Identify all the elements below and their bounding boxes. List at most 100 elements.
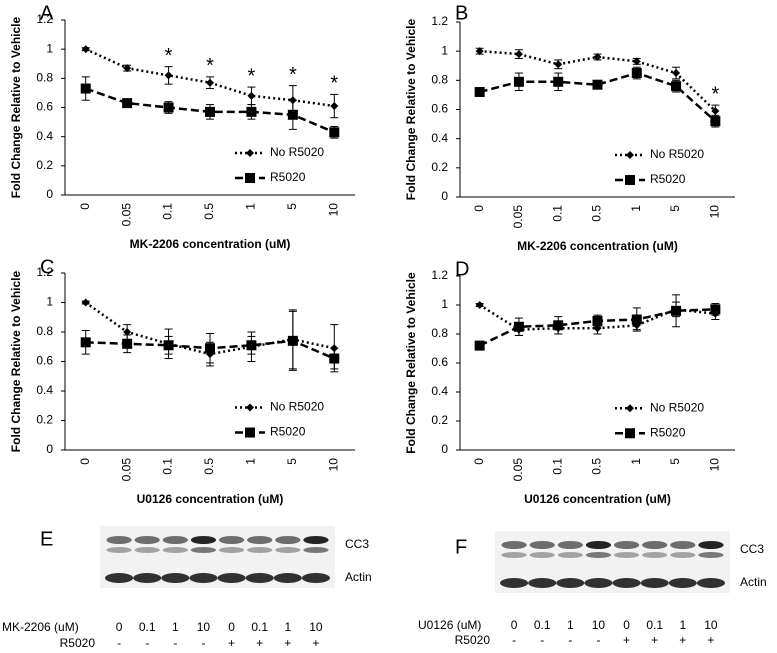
point bbox=[710, 304, 721, 315]
treatment-label: U0126 (uM) bbox=[418, 618, 481, 632]
actin-band bbox=[696, 578, 725, 588]
dose-label: 0 bbox=[116, 620, 123, 634]
band-label: CC3 bbox=[345, 537, 369, 551]
y-tick-label: 0.8 bbox=[36, 71, 53, 85]
actin-band bbox=[301, 573, 330, 583]
dose-label: 10 bbox=[197, 620, 211, 634]
y-tick-label: 1.2 bbox=[431, 14, 448, 28]
point bbox=[81, 45, 90, 54]
point bbox=[514, 50, 523, 59]
x-tick-label: 0.05 bbox=[119, 458, 133, 482]
point bbox=[475, 47, 484, 56]
cc3-band bbox=[501, 541, 527, 549]
point bbox=[631, 68, 642, 79]
point bbox=[246, 106, 257, 117]
x-tick-label: 0.05 bbox=[119, 203, 133, 227]
cc3-band bbox=[501, 552, 527, 558]
treatment-label: MK-2206 (uM) bbox=[2, 620, 79, 634]
actin-band bbox=[133, 573, 162, 583]
point bbox=[671, 81, 682, 92]
x-axis-label: MK-2206 concentration (uM) bbox=[517, 239, 678, 253]
significance-mark: * bbox=[289, 64, 297, 86]
point bbox=[246, 340, 257, 351]
legend-marker bbox=[246, 403, 254, 412]
actin-band bbox=[105, 573, 134, 583]
y-tick-label: 0.6 bbox=[431, 102, 448, 116]
y-tick-label: 0.8 bbox=[36, 324, 53, 338]
cc3-band bbox=[106, 547, 132, 553]
x-tick-label: 0 bbox=[78, 458, 92, 465]
x-tick-label: 0.05 bbox=[511, 205, 525, 229]
y-tick-label: 0.8 bbox=[431, 73, 448, 87]
dose-label: 0.1 bbox=[251, 620, 268, 634]
hormone-sign: - bbox=[201, 636, 205, 650]
point bbox=[553, 76, 564, 87]
y-tick-label: 0.2 bbox=[431, 160, 448, 174]
y-tick-label: 0.2 bbox=[36, 413, 53, 427]
cc3-band bbox=[275, 536, 301, 544]
cc3-band bbox=[134, 536, 160, 544]
actin-band bbox=[556, 578, 585, 588]
point bbox=[80, 337, 91, 348]
significance-mark: * bbox=[206, 55, 214, 77]
point bbox=[163, 102, 174, 113]
y-tick-label: 1.2 bbox=[36, 12, 53, 26]
point bbox=[205, 343, 215, 354]
panel-label: F bbox=[455, 536, 467, 558]
cc3-band bbox=[613, 541, 640, 549]
point bbox=[164, 71, 173, 80]
hormone-label: R5020 bbox=[60, 636, 96, 650]
y-tick-label: 0.6 bbox=[431, 355, 448, 369]
cc3-band bbox=[585, 541, 612, 549]
point bbox=[631, 314, 642, 325]
actin-band bbox=[161, 573, 190, 583]
legend-label: R5020 bbox=[270, 425, 306, 439]
x-tick-label: 0 bbox=[472, 205, 486, 212]
x-axis-label: U0126 concentration (uM) bbox=[524, 492, 671, 506]
actin-band bbox=[528, 578, 557, 588]
y-tick-label: 1 bbox=[46, 41, 53, 55]
x-tick-label: 5 bbox=[285, 203, 299, 210]
cc3-band bbox=[585, 552, 612, 558]
y-axis-label: Fold Change Relative to Vehicle bbox=[404, 18, 418, 200]
actin-band bbox=[584, 578, 613, 588]
y-tick-label: 0 bbox=[46, 442, 53, 456]
point bbox=[592, 315, 603, 326]
hormone-sign: + bbox=[228, 636, 235, 650]
point bbox=[474, 87, 485, 97]
cc3-band bbox=[670, 552, 696, 558]
cc3-band bbox=[557, 541, 583, 549]
hormone-sign: + bbox=[284, 636, 291, 650]
actin-band bbox=[217, 573, 246, 583]
band-label: Actin bbox=[740, 575, 767, 589]
hormone-sign: - bbox=[145, 636, 149, 650]
point bbox=[122, 98, 133, 109]
point bbox=[592, 79, 603, 90]
point bbox=[80, 83, 91, 94]
legend-marker bbox=[246, 149, 254, 157]
x-tick-label: 0.1 bbox=[161, 203, 175, 220]
dose-label: 1 bbox=[172, 620, 179, 634]
cc3-band bbox=[613, 552, 640, 558]
dose-label: 10 bbox=[704, 618, 718, 632]
x-tick-label: 0.5 bbox=[590, 205, 604, 222]
cc3-band bbox=[162, 536, 188, 544]
point bbox=[163, 340, 174, 351]
cc3-band bbox=[106, 536, 132, 544]
x-tick-label: 10 bbox=[326, 458, 340, 472]
y-tick-label: 0.8 bbox=[431, 326, 448, 340]
y-tick-label: 0.6 bbox=[36, 100, 53, 114]
cc3-band bbox=[557, 552, 583, 558]
x-tick-label: 1 bbox=[629, 205, 643, 212]
x-tick-label: 1 bbox=[244, 203, 258, 210]
y-tick-label: 1.2 bbox=[36, 265, 53, 279]
y-axis-label: Fold Change Relative to Vehicle bbox=[9, 270, 23, 452]
point bbox=[205, 106, 215, 117]
point bbox=[553, 320, 564, 331]
point bbox=[123, 328, 132, 336]
point bbox=[593, 53, 602, 61]
legend-marker bbox=[626, 404, 634, 413]
legend-marker bbox=[625, 175, 635, 185]
actin-band bbox=[640, 578, 669, 588]
point bbox=[711, 106, 720, 115]
